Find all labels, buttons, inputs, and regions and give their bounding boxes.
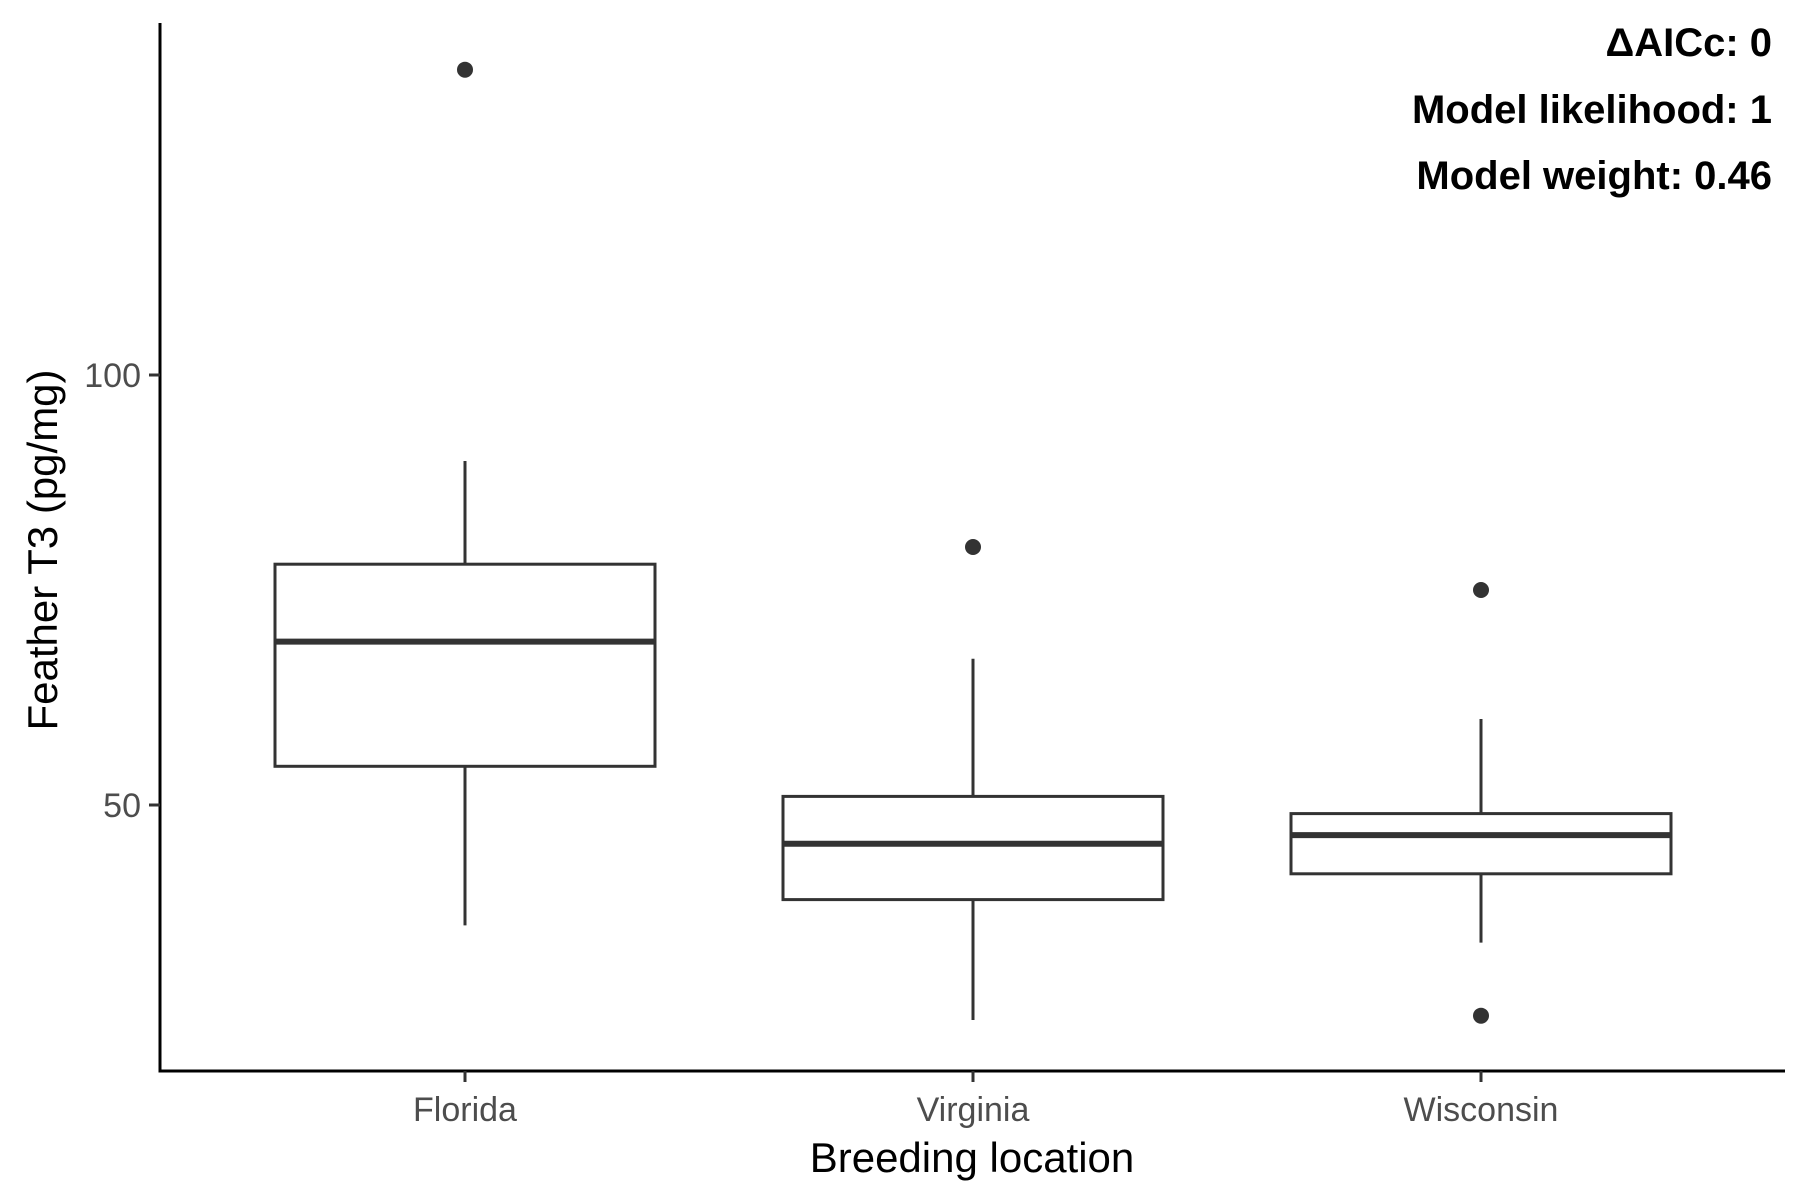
x-tick-label-florida: Florida [413,1091,517,1129]
x-tick-label-virginia: Virginia [917,1091,1030,1129]
plot-area [273,61,1673,1024]
outlier-point-wisconsin-1 [1473,582,1489,598]
y-tick-label-50: 50 [103,787,141,825]
x-axis-title: Breeding location [810,1134,1135,1181]
annotation-model-weight: Model weight: 0.46 [1416,154,1772,198]
box-group-wisconsin [1289,582,1673,1024]
x-tick-label-wisconsin: Wisconsin [1404,1091,1559,1129]
annotation-delta-aicc: ΔAICc: 0 [1605,21,1772,65]
y-axis-title: Feather T3 (pg/mg) [19,369,66,730]
box-group-virginia [781,539,1165,1020]
outlier-point-florida-1 [457,61,473,78]
box-group-florida [273,61,657,926]
y-tick-label-100: 100 [84,357,141,395]
outlier-point-virginia-1 [965,539,981,555]
axis-ticks: Florida Virginia Wisconsin 50 100 [84,357,1558,1129]
box-wisconsin [1289,812,1673,876]
box-virginia [781,794,1165,902]
box-florida [273,562,657,768]
outlier-point-wisconsin-2 [1473,1007,1489,1024]
annotation-model-likelihood: Model likelihood: 1 [1412,88,1772,132]
